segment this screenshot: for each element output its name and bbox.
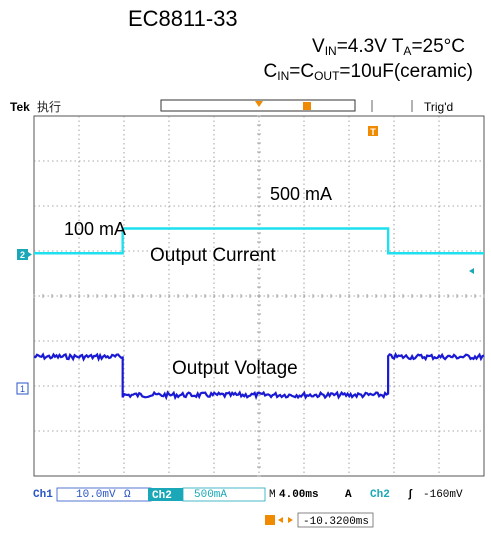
ch2-label-box — [148, 488, 183, 501]
ta-value: =25°C — [411, 36, 465, 57]
ch1-label: Ch1 — [33, 489, 53, 501]
ch1-bandwidth: Ω — [124, 489, 131, 501]
trigger-time-marker-icon — [368, 126, 378, 136]
trigger-level-arrow-icon — [469, 268, 474, 274]
trigger-source: Ch2 — [370, 489, 390, 501]
ta-label: T — [391, 36, 404, 57]
chart-title: EC8811-33 — [128, 6, 238, 31]
trigger-slope-icon: ʃ — [407, 489, 414, 501]
ch2-scale: 500mA — [194, 489, 227, 501]
cout-label: =C — [289, 61, 315, 82]
cursor-marker-icon — [265, 515, 275, 525]
test-conditions-vin-ta: VIN=4.3V TA=25°C — [312, 36, 465, 58]
cursor-arrow-right-icon — [288, 517, 293, 523]
label-output-voltage: Output Voltage — [172, 358, 298, 379]
cin-label: C — [263, 61, 278, 82]
output-voltage-trace — [33, 351, 485, 401]
vin-subscript: IN — [324, 44, 337, 58]
scope-brand: Tek — [10, 100, 30, 114]
output-current-trace — [34, 227, 484, 255]
cin-subscript: IN — [277, 69, 290, 83]
cap-value: =10uF(ceramic) — [339, 61, 473, 82]
trigger-status: Trig'd — [424, 100, 453, 114]
label-100ma: 100 mA — [64, 219, 126, 239]
trigger-position-icon — [255, 101, 263, 107]
label-500ma: 500 mA — [270, 184, 332, 204]
scope-mode: 执行 — [37, 100, 61, 114]
cursor-readout-box — [297, 512, 374, 528]
acquisition-label: A — [345, 489, 352, 501]
cursor-arrow-left-icon — [278, 517, 283, 523]
cursor-readout: -10.3200ms — [303, 516, 369, 528]
trigger-level: -160mV — [423, 489, 463, 501]
ch2-ground-marker — [17, 249, 28, 260]
cout-subscript: OUT — [314, 69, 340, 83]
timebase-label: M — [269, 489, 276, 501]
ch1-ground-marker-label: 1 — [20, 384, 25, 394]
ch2-label: Ch2 — [152, 490, 172, 502]
vin-value: =4.3V — [336, 36, 387, 57]
scope-grid — [33, 115, 485, 477]
ch1-ground-marker — [16, 382, 29, 395]
scope-traces — [33, 227, 485, 401]
timebase-scale: 4.00ms — [279, 489, 319, 501]
test-conditions-capacitors: CIN=COUT=10uF(ceramic) — [264, 61, 473, 83]
vin-label: V — [312, 36, 325, 57]
trigger-time-marker-label: T — [370, 127, 376, 137]
ch2-ground-arrow-icon — [28, 252, 32, 257]
ch2-ground-marker-label: 2 — [20, 250, 25, 260]
oscilloscope-screen: Tek 执行 Trig'd T 2 1 100 mA 500 mA Output… — [10, 99, 485, 528]
cursor-position-icon — [303, 102, 311, 110]
scope-readout-bar: Ch1 10.0mV Ω Ch2 500mA M 4.00ms A Ch2 ʃ … — [33, 487, 463, 502]
ta-subscript: A — [403, 44, 412, 58]
ch1-scale: 10.0mV — [76, 489, 116, 501]
record-position-bar — [160, 99, 356, 112]
ch2-scale-box — [182, 487, 266, 502]
label-output-current: Output Current — [150, 245, 276, 266]
